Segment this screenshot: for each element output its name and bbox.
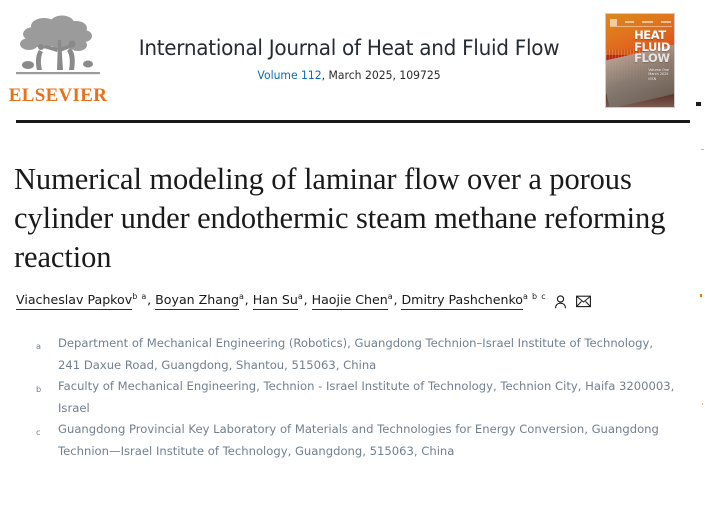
article-title: Numerical modeling of laminar flow over … bbox=[14, 162, 666, 275]
author-separator: , bbox=[147, 292, 152, 308]
cover-top-rule bbox=[610, 26, 672, 27]
header-divider bbox=[16, 120, 690, 123]
author-affiliation-marks: a b c bbox=[523, 292, 547, 301]
journal-issue-info: , March 2025, 109725 bbox=[321, 68, 441, 82]
author-separator: , bbox=[244, 292, 249, 308]
cover-word-flow: FLOW bbox=[634, 51, 670, 65]
journal-title[interactable]: International Journal of Heat and Fluid … bbox=[138, 36, 560, 61]
affiliation-mark: c bbox=[36, 427, 41, 437]
affiliation-item: c Guangdong Provincial Key Laboratory of… bbox=[36, 419, 676, 462]
elsevier-logo[interactable]: ELSEVIER bbox=[8, 14, 108, 106]
cover-word-fluid: FLUID bbox=[634, 39, 670, 54]
author-affiliation-marks: b a bbox=[132, 292, 148, 301]
affiliation-item: a Department of Mechanical Engineering (… bbox=[36, 333, 676, 376]
edge-artifact bbox=[700, 294, 702, 297]
author-affiliation-marks: a bbox=[297, 292, 304, 301]
edge-artifact bbox=[701, 149, 704, 150]
journal-volume-link[interactable]: Volume 112 bbox=[257, 68, 322, 82]
author-link[interactable]: Han Su bbox=[252, 292, 298, 311]
edge-artifact bbox=[702, 403, 703, 405]
author-link[interactable]: Boyan Zhang bbox=[155, 292, 239, 311]
cover-masthead: HEAT FLUID FLOW bbox=[634, 28, 670, 65]
affiliation-text: Faculty of Mechanical Engineering, Techn… bbox=[58, 379, 675, 415]
affiliation-mark: a bbox=[36, 341, 42, 351]
author-item: Viacheslav Papkovb a, bbox=[16, 292, 155, 311]
author-separator: , bbox=[303, 292, 308, 308]
author-item: Han Sua, bbox=[252, 292, 312, 311]
author-list: Viacheslav Papkovb a, Boyan Zhanga, Han … bbox=[16, 288, 688, 311]
affiliation-item: b Faculty of Mechanical Engineering, Tec… bbox=[36, 376, 676, 419]
author-separator: , bbox=[393, 292, 398, 308]
affiliation-text: Guangdong Provincial Key Laboratory of M… bbox=[58, 422, 659, 458]
person-icon[interactable] bbox=[554, 295, 567, 309]
author-item: Boyan Zhanga, bbox=[155, 292, 253, 311]
affiliation-text: Department of Mechanical Engineering (Ro… bbox=[58, 336, 653, 372]
edge-artifact bbox=[696, 102, 701, 106]
author-item: Haojie Chena, bbox=[311, 292, 402, 311]
author-affiliation-marks: a bbox=[238, 292, 245, 301]
affiliation-mark: b bbox=[36, 384, 42, 394]
affiliation-list: a Department of Mechanical Engineering (… bbox=[36, 333, 676, 462]
elsevier-wordmark: ELSEVIER bbox=[8, 85, 108, 106]
cover-word-heat: HEAT bbox=[634, 28, 666, 42]
cover-subtitle: Volume One March 2025 ISSN bbox=[648, 68, 669, 81]
author-link[interactable]: Haojie Chen bbox=[311, 292, 388, 311]
author-actions bbox=[554, 292, 591, 310]
author-item: Dmitry Pashchenkoa b c bbox=[401, 292, 550, 311]
elsevier-tree-icon bbox=[16, 15, 100, 75]
journal-header: ELSEVIER International Journal of Heat a… bbox=[0, 0, 705, 118]
envelope-icon[interactable] bbox=[575, 295, 591, 308]
cover-header-marks bbox=[610, 18, 671, 26]
author-link[interactable]: Viacheslav Papkov bbox=[16, 292, 133, 311]
author-link[interactable]: Dmitry Pashchenko bbox=[401, 292, 523, 311]
journal-issue-meta: Volume 112, March 2025, 109725 bbox=[133, 68, 565, 82]
author-affiliation-marks: a bbox=[387, 292, 394, 301]
journal-cover-thumbnail[interactable]: HEAT FLUID FLOW Volume One March 2025 ISSN bbox=[605, 13, 675, 108]
